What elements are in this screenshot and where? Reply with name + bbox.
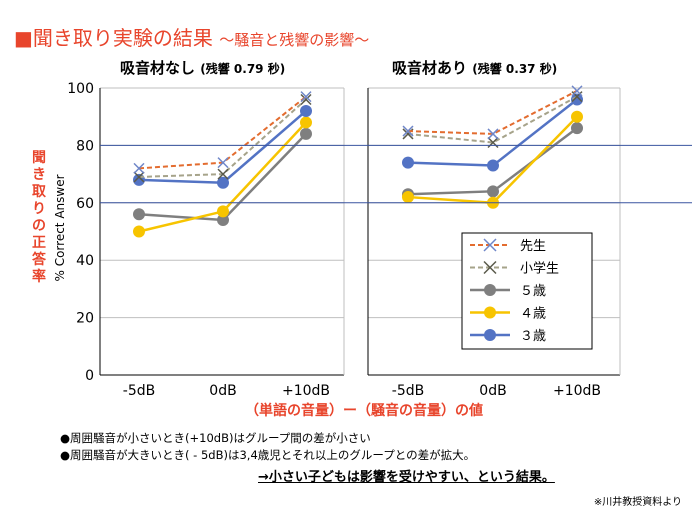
note-1: ●周囲騒音が小さいとき(+10dB)はグループ間の差が小さい (60, 431, 371, 445)
marker-x-stroke (483, 238, 497, 252)
data-point (300, 104, 312, 117)
data-point (217, 168, 229, 180)
legend-swatch-marker (483, 238, 497, 252)
page-title: ■聞き取り実験の結果 〜騒音と残響の影響〜 (14, 22, 369, 51)
marker-x-stroke (300, 93, 312, 106)
x-axis-title: （単語の音量）ー（騒音の音量）の値 (245, 403, 483, 419)
legend-swatch-marker (484, 329, 496, 341)
data-point (571, 110, 583, 123)
x-tick-label: -5dB (392, 383, 424, 399)
title-main: ■聞き取り実験の結果 (14, 26, 213, 50)
x-tick-label: 0dB (479, 383, 506, 399)
panel-right-title: 吸音材あり (392, 59, 468, 77)
y-axis-label-jp: 聞き取りの正答率 (32, 150, 46, 285)
panel-right-heading: 吸音材あり (残響 0.37 秒) (392, 57, 557, 78)
source-note: ※川井教授資料より (593, 497, 682, 508)
marker-x-stroke (217, 168, 229, 180)
marker-x-stroke (133, 171, 145, 183)
data-point (402, 156, 414, 169)
data-point (133, 162, 145, 174)
x-tick-label: -5dB (123, 383, 155, 399)
data-point (300, 93, 312, 106)
conclusion: →小さい子どもは影響を受けやすい、という結果。 (258, 470, 555, 485)
y-tick-label: 40 (76, 253, 94, 269)
marker-x-stroke (217, 157, 229, 169)
legend-label: 先生 (520, 239, 546, 254)
panel-left-heading: 吸音材なし (残響 0.79 秒) (120, 57, 285, 78)
data-point (133, 208, 145, 221)
y-tick-label: 0 (85, 368, 94, 384)
data-point (133, 171, 145, 183)
y-tick-label: 20 (76, 311, 94, 327)
title-sub: 〜騒音と残響の影響〜 (219, 31, 370, 49)
legend-swatch-marker (483, 260, 497, 275)
data-point (300, 91, 312, 103)
legend-swatch-marker (484, 306, 496, 319)
panel-right-reverb: (残響 0.37 秒) (472, 62, 558, 76)
panel-left-reverb: (残響 0.79 秒) (200, 62, 286, 76)
x-tick-label: +10dB (282, 383, 330, 399)
data-point (217, 176, 229, 189)
series-line (407, 95, 578, 144)
data-point (487, 185, 499, 198)
marker-x-stroke (133, 162, 145, 174)
data-point (571, 93, 583, 106)
marker-x-stroke (487, 128, 499, 140)
marker-x-stroke (483, 260, 497, 275)
panel-left-title: 吸音材なし (120, 59, 196, 77)
data-point (487, 128, 499, 140)
notes: ●周囲騒音が小さいとき(+10dB)はグループ間の差が小さい ●周囲騒音が大きい… (60, 430, 475, 464)
series-line (407, 89, 578, 135)
data-point (402, 191, 414, 204)
marker-x-stroke (300, 91, 312, 103)
y-tick-label: 100 (67, 81, 94, 97)
data-point (487, 159, 499, 172)
x-tick-label: +10dB (553, 383, 601, 399)
legend-label: ４歳 (520, 307, 546, 322)
data-point (133, 225, 145, 238)
data-point (300, 127, 312, 140)
data-point (300, 116, 312, 129)
legend-label: 小学生 (520, 261, 559, 277)
data-point (217, 214, 229, 227)
data-point (217, 205, 229, 218)
y-tick-label: 80 (76, 138, 94, 154)
y-tick-label: 60 (76, 196, 94, 212)
legend-label: ３歳 (520, 329, 546, 344)
data-point (571, 122, 583, 135)
note-2: ●周囲騒音が大きいとき( - 5dB)は3,4歳児とそれ以上のグループとの差が拡… (60, 448, 476, 462)
marker-x-stroke (571, 85, 583, 97)
legend-label: ５歳 (520, 284, 546, 299)
data-point (217, 157, 229, 169)
series-line (138, 98, 307, 178)
marker-x-stroke (402, 125, 414, 137)
data-point (571, 85, 583, 97)
x-tick-label: 0dB (209, 383, 236, 399)
data-point (402, 125, 414, 137)
data-point (133, 173, 145, 186)
legend-swatch-marker (484, 284, 496, 296)
